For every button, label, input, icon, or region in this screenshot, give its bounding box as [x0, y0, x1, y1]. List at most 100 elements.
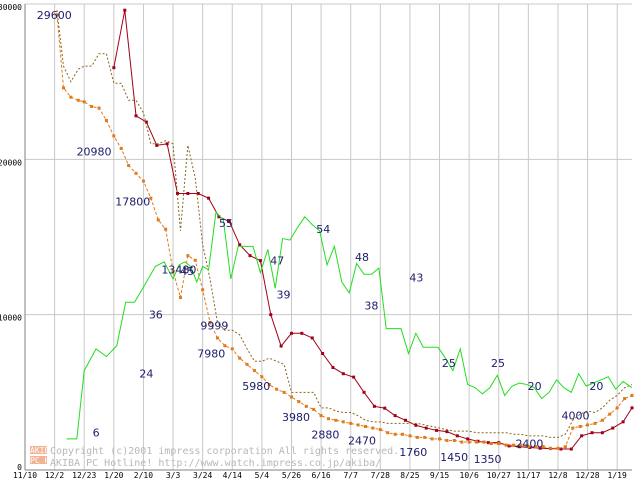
x-tick-label: 10/6 — [460, 471, 479, 480]
data-point-price-average — [178, 296, 182, 300]
data-point-price-average — [289, 395, 293, 399]
shop-count-data-label: 25 — [491, 357, 505, 370]
x-tick-label: 1/20 — [104, 471, 123, 480]
data-point-price-average — [563, 445, 567, 449]
x-tick-label: 11/10 — [13, 471, 37, 480]
shop-count-data-label: 20 — [589, 380, 603, 393]
data-point-price-average — [61, 86, 65, 90]
data-point-price-average — [534, 445, 538, 449]
data-point-price-average — [349, 421, 353, 425]
data-point-price-low — [393, 414, 397, 418]
data-point-price-average — [82, 100, 86, 104]
data-point-price-average — [593, 421, 597, 425]
hotline-url-line: AKIBA PC Hotline! http://www.watch.impre… — [50, 458, 381, 469]
data-point-price-low — [258, 259, 262, 263]
data-point-price-low — [207, 196, 211, 200]
data-point-price-average — [267, 383, 271, 387]
x-tick-label: 5/4 — [255, 471, 270, 480]
data-point-price-average — [445, 438, 449, 442]
data-point-price-average — [69, 95, 73, 99]
data-point-price-average — [90, 105, 94, 109]
data-point-price-low — [279, 344, 283, 348]
data-point-price-average — [127, 164, 131, 168]
data-point-price-low — [486, 441, 490, 445]
data-point-price-average — [341, 420, 345, 424]
data-point-price-average — [208, 320, 212, 324]
data-point-price-low — [269, 313, 273, 317]
data-point-price-average — [549, 446, 553, 450]
data-point-price-average — [438, 437, 442, 441]
data-point-price-average — [260, 375, 264, 379]
shop-count-data-label: 36 — [149, 309, 163, 322]
data-point-price-low — [559, 447, 563, 451]
data-point-price-average — [119, 146, 123, 150]
shop-count-data-label: 39 — [276, 288, 290, 301]
data-point-price-low — [310, 336, 314, 340]
data-point-price-low — [112, 66, 116, 70]
data-point-price-average — [371, 426, 375, 430]
x-tick-label: 3/24 — [193, 471, 212, 480]
price-data-label: 2470 — [348, 434, 376, 447]
price-data-label: 7980 — [197, 348, 225, 361]
data-point-price-low — [186, 192, 190, 196]
data-point-price-average — [104, 119, 108, 122]
y-tick-label: 10000 — [0, 314, 22, 323]
data-point-price-average — [312, 407, 316, 411]
data-point-price-average — [378, 428, 382, 432]
data-point-price-average — [571, 426, 575, 430]
data-point-price-average — [319, 414, 323, 418]
data-point-price-average — [252, 369, 256, 373]
data-point-price-low — [372, 404, 376, 408]
shop-count-data-label: 24 — [139, 368, 153, 381]
data-point-price-average — [393, 432, 397, 436]
data-point-price-average — [201, 288, 205, 292]
price-data-label: 5980 — [242, 380, 270, 393]
grid-lines — [24, 3, 632, 471]
data-point-price-low — [517, 445, 521, 449]
data-point-price-average — [541, 445, 545, 449]
data-point-price-average — [245, 362, 249, 366]
data-point-price-low — [611, 426, 615, 430]
price-data-label: 20980 — [77, 146, 112, 159]
data-point-price-average — [386, 431, 390, 435]
data-point-price-low — [289, 331, 293, 335]
price-data-label: 2400 — [515, 438, 543, 451]
price-data-label: 1450 — [440, 451, 468, 464]
data-point-price-low — [321, 352, 325, 355]
data-point-price-low — [341, 372, 345, 376]
x-tick-label: 4/14 — [223, 471, 242, 480]
data-point-price-low — [621, 420, 625, 424]
data-point-price-low — [227, 219, 231, 223]
data-point-price-average — [215, 336, 219, 340]
data-point-price-average — [504, 443, 508, 447]
price-data-label: 4000 — [561, 410, 589, 423]
price-data-label: 13480 — [161, 264, 196, 277]
data-point-price-low — [424, 426, 428, 430]
data-point-price-average — [630, 393, 634, 397]
logo-text-top: AKIBA — [30, 446, 54, 455]
data-point-price-low — [123, 8, 127, 12]
data-point-price-low — [580, 434, 584, 438]
x-tick-label: 11/17 — [516, 471, 540, 480]
data-point-price-average — [623, 397, 627, 401]
data-point-price-low — [445, 430, 449, 434]
logo-text-bottom: PC Hotline! — [30, 456, 83, 465]
data-point-price-average — [475, 440, 479, 444]
data-point-price-low — [175, 192, 179, 196]
data-point-price-average — [55, 13, 59, 17]
data-point-price-low — [362, 390, 366, 394]
data-point-price-average — [230, 347, 234, 351]
data-point-price-low — [134, 114, 138, 118]
shop-count-data-label: 38 — [364, 299, 378, 312]
x-tick-label: 3/3 — [166, 471, 181, 480]
data-point-price-average — [164, 227, 168, 231]
data-point-price-average — [578, 425, 582, 429]
x-tick-label: 8/25 — [400, 471, 419, 480]
data-point-price-average — [171, 269, 175, 273]
data-point-price-average — [297, 400, 301, 404]
shop-count-data-label: 20 — [528, 380, 542, 393]
data-point-price-low — [248, 254, 252, 258]
data-point-price-average — [460, 440, 464, 444]
data-point-price-low — [217, 215, 221, 219]
